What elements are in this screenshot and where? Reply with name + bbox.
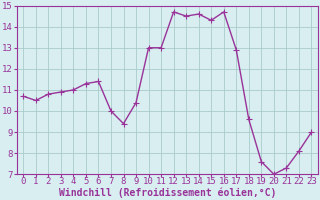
X-axis label: Windchill (Refroidissement éolien,°C): Windchill (Refroidissement éolien,°C) (59, 187, 276, 198)
